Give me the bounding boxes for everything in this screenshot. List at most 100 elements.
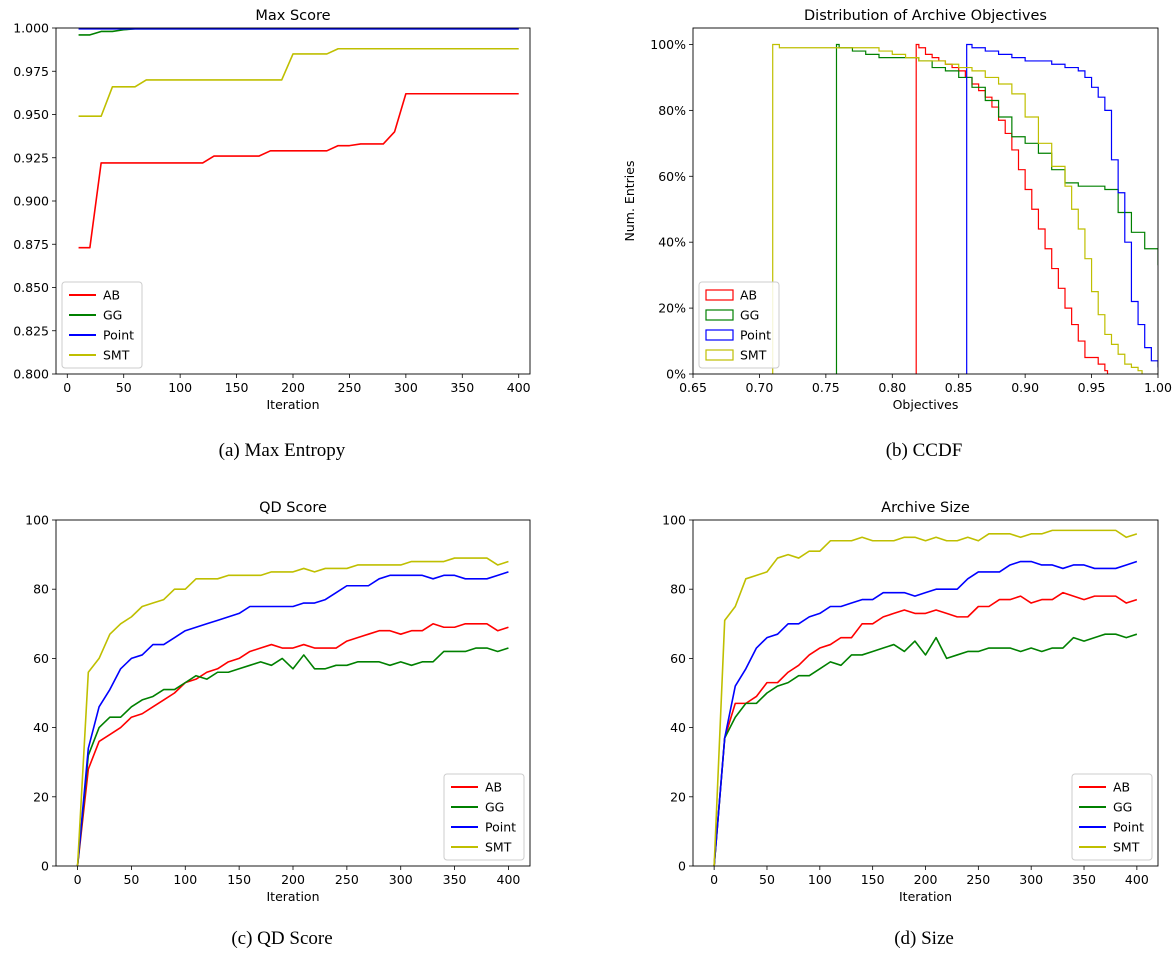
legend: AB GG Point SMT [443,773,525,861]
x-tick-label: 200 [281,872,305,887]
series-line-ab [713,591,1138,866]
y-tick-label: 1.000 [13,21,49,36]
y-tick-label: 0.875 [13,237,49,252]
x-tick-label: 350 [1072,872,1096,887]
y-tick-label: 80 [670,582,686,597]
x-tick-label: 400 [497,872,521,887]
x-tick-label: 250 [335,872,359,887]
legend-label-point: Point [1113,820,1144,835]
plot-frame [692,519,1159,867]
chart-title: Max Score [255,8,330,24]
x-tick-label: 0.85 [945,380,973,395]
x-tick-label: 300 [1019,872,1043,887]
x-axis-label: Objectives [893,397,959,412]
legend-label-ab: AB [485,780,502,795]
legend: AB GG Point SMT [698,281,780,369]
series-line-gg [78,28,519,36]
y-tick-label: 20 [670,789,686,804]
legend-box [1071,773,1153,861]
series-line-smt [772,43,1143,374]
x-tick-label: 200 [281,380,305,395]
legend-label-gg: GG [485,800,504,815]
y-tick-label: 0.950 [13,107,49,122]
y-tick-label: 0% [666,367,686,382]
legend-swatch-point [705,329,734,341]
series-line-smt [713,529,1138,866]
y-tick-label: 40 [33,720,49,735]
x-tick-label: 0.75 [812,380,840,395]
legend: AB GG Point SMT [61,281,143,369]
series-group [78,28,519,249]
caption-size: (d) Size [894,928,954,949]
y-tick-label: 0.975 [13,64,49,79]
chart-distribution-archive-objectives: Distribution of Archive Objectives 0.65 0.… [590,0,1176,412]
x-axis-label: Iteration [899,889,952,904]
x-tick-label: 300 [394,380,418,395]
legend: AB GG Point SMT [1071,773,1153,861]
legend-label-point: Point [485,820,516,835]
legend-box [61,281,143,369]
chart-title: QD Score [259,500,327,516]
y-tick-label: 60 [33,651,49,666]
x-tick-label: 250 [337,380,361,395]
caption-ccdf: (b) CCDF [885,440,963,461]
y-tick-label: 0.925 [13,150,49,165]
series-line-gg [835,43,1158,374]
series-line-ab [78,92,519,249]
series-line-point [713,560,1138,866]
legend-label-gg: GG [103,308,122,323]
x-tick-label: 50 [123,872,139,887]
legend-label-smt: SMT [1113,840,1140,855]
series-group [76,557,509,866]
legend-label-point: Point [103,328,134,343]
chart-title: Archive Size [881,500,970,516]
legend-label-smt: SMT [103,348,130,363]
chart-archive-size: Archive Size 0 50 100 150 200 250 300 350 400 0 20 4… [590,490,1176,910]
caption-qd-score: (c) QD Score [231,928,333,949]
series-line-smt [78,47,519,118]
series-line-gg [76,647,509,866]
legend-swatch-gg [705,309,734,321]
legend-label-smt: SMT [485,840,512,855]
plot-frame [692,27,1159,375]
y-tick-label: 40% [658,235,686,250]
series-line-gg [713,633,1138,866]
x-tick-label: 0.65 [679,380,707,395]
legend-label-ab: AB [740,288,757,303]
x-tick-label: 0.70 [746,380,774,395]
x-tick-label: 400 [1125,872,1149,887]
y-tick-label: 0.850 [13,280,49,295]
plot-frame [55,519,531,867]
legend-label-ab: AB [1113,780,1130,795]
y-tick-label: 20 [33,789,49,804]
y-tick-label: 0 [41,859,49,874]
x-tick-label: 0 [74,872,82,887]
series-line-ab [76,623,509,866]
x-tick-label: 50 [759,872,775,887]
x-tick-label: 150 [861,872,885,887]
y-tick-label: 0.800 [13,367,49,382]
y-tick-label: 100 [25,513,49,528]
x-tick-label: 50 [116,380,132,395]
x-tick-label: 250 [966,872,990,887]
x-tick-label: 0.80 [878,380,906,395]
series-line-point [76,571,509,866]
x-axis-label: Iteration [266,397,319,412]
chart-svg: Archive Size 0 50 100 150 200 250 300 350 400 0 20 4… [662,500,1159,904]
x-tick-label: 100 [173,872,197,887]
legend-label-gg: GG [1113,800,1132,815]
legend-box [698,281,780,369]
y-tick-label: 40 [670,720,686,735]
legend-label-ab: AB [103,288,120,303]
x-tick-label: 400 [507,380,531,395]
x-tick-label: 150 [225,380,249,395]
x-tick-label: 0.95 [1078,380,1106,395]
chart-title: Distribution of Archive Objectives [804,8,1047,24]
y-tick-label: 0.900 [13,194,49,209]
y-tick-label: 60% [658,169,686,184]
y-tick-label: 100 [662,513,686,528]
legend-label-point: Point [740,328,771,343]
x-tick-label: 0 [63,380,71,395]
x-tick-label: 350 [443,872,467,887]
y-tick-label: 0.825 [13,323,49,338]
